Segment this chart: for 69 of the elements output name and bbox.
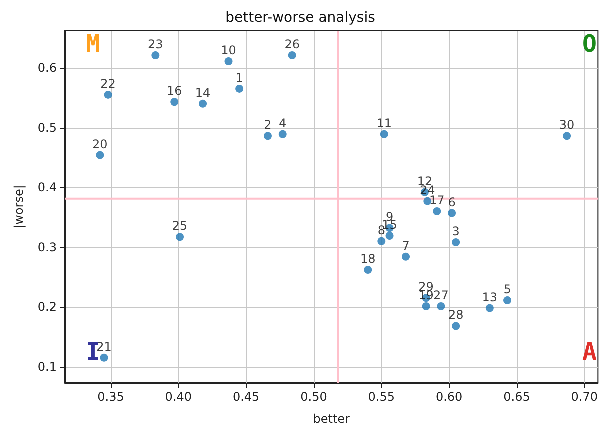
point xyxy=(96,151,104,160)
annotation: O xyxy=(582,30,598,58)
point xyxy=(486,304,494,312)
annotation: 6 xyxy=(448,195,456,210)
annotation: 11 xyxy=(376,116,392,130)
x-tick-label: 0.35 xyxy=(98,390,124,404)
annotation: 7 xyxy=(402,238,410,253)
annotation: 14 xyxy=(195,86,211,100)
point xyxy=(236,84,244,93)
x-tick-label: 0.60 xyxy=(436,390,463,404)
point xyxy=(104,90,112,99)
x-tick-label: 0.55 xyxy=(368,390,396,404)
point xyxy=(170,98,179,106)
point xyxy=(448,209,456,218)
x-tick-label: 0.50 xyxy=(300,390,328,404)
annotation: 28 xyxy=(448,308,464,322)
annotation: 27 xyxy=(434,288,449,303)
point xyxy=(100,354,108,362)
point xyxy=(264,132,272,140)
point xyxy=(437,302,446,310)
point xyxy=(288,52,296,60)
point xyxy=(278,130,287,138)
annotation: 16 xyxy=(166,84,182,98)
point xyxy=(452,238,460,247)
annotation: 21 xyxy=(96,340,112,354)
point xyxy=(563,132,572,140)
point xyxy=(433,207,442,216)
x-axis-title: better xyxy=(313,412,350,426)
annotation: 5 xyxy=(504,282,512,297)
point xyxy=(452,322,460,330)
point xyxy=(152,52,160,60)
annotation: 25 xyxy=(172,219,188,234)
annotation: 17 xyxy=(430,193,445,208)
point xyxy=(224,57,233,66)
x-tick-label: 0.45 xyxy=(232,390,260,404)
point xyxy=(380,130,388,138)
point xyxy=(176,233,184,242)
point xyxy=(504,296,512,305)
x-tick-label: 0.65 xyxy=(504,390,530,404)
annotation: 13 xyxy=(482,290,498,304)
point xyxy=(402,252,410,261)
y-tick-label: 0.3 xyxy=(38,240,57,254)
annotation: 2 xyxy=(264,118,272,132)
y-axis-title: |worse| xyxy=(12,185,26,229)
x-tick-label: 0.70 xyxy=(571,390,598,404)
y-tick-label: 0.2 xyxy=(38,300,57,314)
annotation: 3 xyxy=(452,224,460,239)
annotation: 23 xyxy=(148,38,164,52)
annotation: 1 xyxy=(236,70,244,85)
point xyxy=(378,237,386,246)
y-tick-label: 0.5 xyxy=(38,120,57,135)
point xyxy=(364,266,372,274)
y-tick-label: 0.6 xyxy=(38,61,57,76)
annotation: 4 xyxy=(279,116,287,130)
annotation: A xyxy=(582,338,598,366)
annotation: 22 xyxy=(100,76,116,91)
annotation: 26 xyxy=(284,38,300,52)
point xyxy=(386,232,394,240)
y-tick-label: 0.4 xyxy=(38,180,57,195)
annotation: M xyxy=(86,30,100,58)
y-tick-label: 0.1 xyxy=(38,360,57,374)
annotation: 20 xyxy=(92,137,108,152)
annotation: 18 xyxy=(360,252,376,266)
point xyxy=(422,302,430,310)
chart-title: better-worse analysis xyxy=(226,10,376,26)
x-tick-label: 0.40 xyxy=(165,390,192,404)
point xyxy=(199,100,208,108)
annotation: 30 xyxy=(559,118,575,132)
annotation: 10 xyxy=(221,43,236,58)
